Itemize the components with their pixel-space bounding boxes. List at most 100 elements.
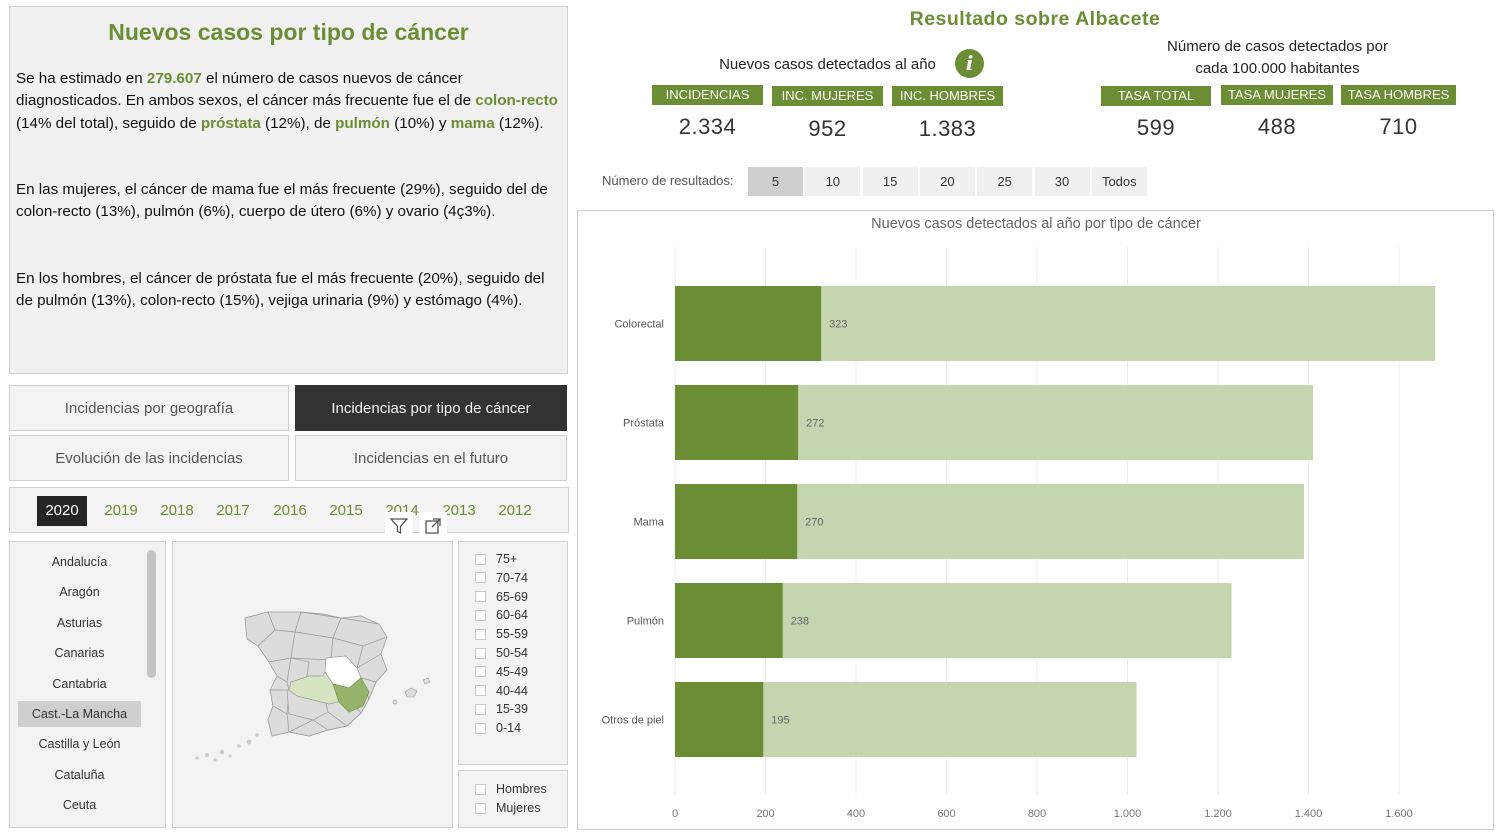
category-label: Mama <box>633 517 664 529</box>
summary-text: el número de casos nuevos de cáncer diag… <box>16 70 476 110</box>
region-item[interactable]: Cast.-La Mancha <box>18 701 141 727</box>
checkbox-box[interactable] <box>475 591 486 603</box>
checkbox-box[interactable] <box>475 666 486 678</box>
checkbox-box[interactable] <box>475 703 486 715</box>
summary-text: (10%) y <box>389 114 451 132</box>
year-option-2016[interactable]: 2016 <box>273 502 307 519</box>
summary-title: Nuevos casos por tipo de cáncer <box>108 19 469 45</box>
chart-title: Nuevos casos detectados al año por tipo … <box>871 216 1201 232</box>
summary-highlight: colon-recto <box>475 92 558 110</box>
x-tick-label: 200 <box>756 808 774 820</box>
region-item[interactable]: Ceuta <box>62 798 97 813</box>
focus-mode-icon[interactable] <box>419 512 447 540</box>
bar-value[interactable] <box>675 286 822 361</box>
region-item[interactable]: Cataluña <box>54 767 105 782</box>
results-option-5[interactable]: 5 <box>748 167 803 196</box>
age-label: 50-54 <box>496 646 528 660</box>
sex-label: Hombres <box>496 782 547 796</box>
age-checkbox[interactable]: 50-54 <box>475 644 528 662</box>
checkbox-box[interactable] <box>475 647 486 659</box>
age-checkbox[interactable]: 70-74 <box>475 569 528 587</box>
x-tick-label: 1.000 <box>1114 808 1142 820</box>
region-item[interactable]: Cantabria <box>52 676 107 691</box>
age-checkbox[interactable]: 60-64 <box>475 606 528 624</box>
kpi-label-incidencias: INCIDENCIAS <box>652 85 763 105</box>
checkbox-box[interactable] <box>475 553 486 565</box>
region-item[interactable]: Aragón <box>59 585 100 600</box>
bar-value[interactable] <box>675 385 799 460</box>
kpi-value-tasa-hombres: 710 <box>1379 114 1418 139</box>
nav-tipo-cancer-button[interactable]: Incidencias por tipo de cáncer <box>295 385 567 431</box>
year-option-2015[interactable]: 2015 <box>329 502 363 519</box>
age-label: 55-59 <box>496 627 528 642</box>
age-checkbox[interactable]: 45-49 <box>475 663 528 681</box>
checkbox-box[interactable] <box>475 685 486 697</box>
checkbox-box[interactable] <box>475 609 486 621</box>
checkbox-box[interactable] <box>475 783 486 795</box>
new-cases-label: Nuevos casos detectados al año <box>719 56 936 73</box>
info-icon[interactable]: i <box>955 49 984 78</box>
data-label: 272 <box>806 418 824 430</box>
year-option-2019[interactable]: 2019 <box>104 502 138 519</box>
nav-geografia-button[interactable]: Incidencias por geografía <box>9 385 289 431</box>
summary-highlight: próstata <box>200 114 261 132</box>
region-list-scrollbar[interactable] <box>147 550 156 678</box>
x-tick-label: 1.200 <box>1204 808 1232 820</box>
region-item[interactable]: Castilla y León <box>38 737 121 752</box>
age-label: 75+ <box>496 552 518 566</box>
category-label: Próstata <box>623 418 665 430</box>
sex-checkbox[interactable]: Mujeres <box>475 799 540 817</box>
results-option-10[interactable]: 10 <box>805 167 861 196</box>
category-label: Pulmón <box>627 616 664 628</box>
year-slicer: 2020 2019 2018 2017 2016 2015 2014 2013 2012 <box>9 487 569 533</box>
rate-label-line2: cada 100.000 habitantes <box>1195 60 1360 77</box>
results-count-label: Número de resultados: <box>602 173 734 188</box>
region-item[interactable]: Andalucía <box>51 555 108 569</box>
results-option-20[interactable]: 20 <box>919 167 975 196</box>
year-option-2017[interactable]: 2017 <box>216 502 250 519</box>
year-option-2018[interactable]: 2018 <box>160 502 194 519</box>
kpi-value-inc-hombres: 1.383 <box>918 116 977 141</box>
age-checkbox[interactable]: 15-39 <box>475 700 528 718</box>
nav-evolucion-button[interactable]: Evolución de las incidencias <box>9 435 289 481</box>
bar-value[interactable] <box>675 682 764 757</box>
x-tick-label: 1.400 <box>1295 808 1323 820</box>
age-label: 45-49 <box>496 664 528 679</box>
age-checkbox[interactable]: 55-59 <box>475 625 528 643</box>
bar-value[interactable] <box>675 484 798 559</box>
region-item[interactable]: Asturias <box>56 615 103 630</box>
kpi-value-tasa-mujeres: 488 <box>1257 114 1297 139</box>
checkbox-box[interactable] <box>475 572 486 584</box>
summary-paragraph-men: En los hombres, el cáncer de próstata fu… <box>16 270 545 310</box>
region-item[interactable]: Canarias <box>54 646 105 661</box>
results-option-15[interactable]: 15 <box>862 167 918 196</box>
age-checkbox[interactable]: 0-14 <box>475 719 521 737</box>
summary-paragraph-women: En las mujeres, el cáncer de mama fue el… <box>16 181 548 221</box>
results-option-30[interactable]: 30 <box>1034 167 1090 196</box>
year-option-2013[interactable]: 2013 <box>442 502 476 519</box>
sex-checkbox[interactable]: Hombres <box>475 780 547 798</box>
age-label: 65-69 <box>496 589 528 604</box>
bar-value[interactable] <box>675 583 783 658</box>
sex-filter: Hombres Mujeres <box>458 770 568 828</box>
year-option-2020[interactable]: 2020 <box>37 496 87 526</box>
data-label: 195 <box>771 715 789 727</box>
age-checkbox[interactable]: 40-44 <box>475 682 528 700</box>
summary-highlight: 279.607 <box>146 70 202 87</box>
nav-futuro-button[interactable]: Incidencias en el futuro <box>295 435 567 481</box>
filter-icon[interactable] <box>385 512 413 540</box>
spain-map[interactable] <box>173 542 454 829</box>
age-checkbox[interactable]: 65-69 <box>475 588 528 606</box>
year-option-2012[interactable]: 2012 <box>498 502 532 519</box>
checkbox-box[interactable] <box>475 628 486 640</box>
checkbox-box[interactable] <box>475 722 486 734</box>
results-option-todos[interactable]: Todos <box>1091 167 1147 196</box>
age-checkbox[interactable]: 75+ <box>475 550 517 568</box>
cases-by-type-chart: Nuevos casos detectados al año por tipo … <box>602 216 1436 820</box>
x-tick-label: 1.600 <box>1385 808 1413 820</box>
checkbox-box[interactable] <box>475 802 486 814</box>
results-option-25[interactable]: 25 <box>977 167 1033 196</box>
map-card <box>172 541 453 828</box>
data-label: 238 <box>791 616 809 628</box>
kpi-label-tasa-total: TASA TOTAL <box>1101 86 1211 106</box>
